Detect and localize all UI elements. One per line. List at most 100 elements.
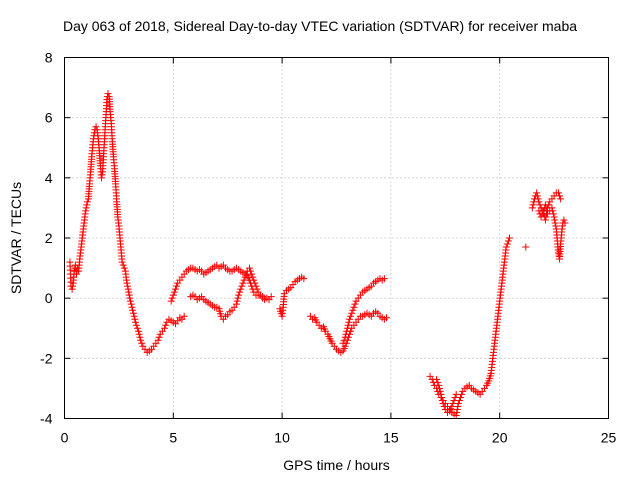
data-point — [433, 375, 441, 383]
data-points — [66, 90, 569, 419]
data-point — [435, 381, 443, 389]
data-point — [533, 192, 541, 200]
data-point — [98, 171, 106, 179]
y-tick-label: 2 — [45, 230, 53, 246]
data-point — [249, 273, 257, 281]
y-tick-label: 4 — [45, 170, 53, 186]
data-point — [125, 288, 133, 296]
data-point — [453, 408, 461, 416]
data-point — [349, 306, 357, 314]
data-point — [82, 204, 90, 212]
data-point — [135, 330, 143, 338]
x-tick-label: 15 — [383, 430, 399, 446]
data-point — [234, 294, 242, 302]
data-point — [92, 123, 100, 131]
data-point — [81, 210, 89, 218]
data-point — [125, 291, 133, 299]
data-point — [119, 261, 127, 269]
data-point — [235, 291, 243, 299]
data-point — [449, 399, 457, 407]
data-point — [300, 275, 308, 283]
x-tick-label: 5 — [169, 430, 177, 446]
data-point — [173, 282, 181, 290]
data-point — [130, 312, 138, 320]
data-point — [69, 282, 77, 290]
data-point — [556, 192, 564, 200]
data-point — [452, 411, 460, 419]
data-point — [452, 390, 460, 398]
data-point — [343, 327, 351, 335]
data-point — [439, 399, 447, 407]
data-point — [344, 321, 352, 329]
data-point — [438, 396, 446, 404]
data-point — [550, 213, 558, 221]
data-point — [129, 306, 137, 314]
data-point — [552, 222, 560, 230]
data-point — [503, 240, 511, 248]
data-point — [528, 204, 536, 212]
data-point — [126, 294, 134, 302]
data-point — [341, 333, 349, 341]
data-point — [241, 273, 249, 281]
data-point — [440, 402, 448, 410]
y-tick-label: -4 — [40, 411, 53, 427]
data-point — [82, 207, 90, 215]
data-point — [97, 174, 105, 182]
data-point — [551, 219, 559, 227]
data-point — [167, 297, 175, 305]
data-point — [128, 303, 136, 311]
data-point — [350, 303, 358, 311]
data-point — [542, 213, 550, 221]
data-point — [451, 393, 459, 401]
data-point — [104, 90, 112, 98]
data-point — [137, 336, 145, 344]
data-point — [253, 285, 261, 293]
data-point — [237, 285, 245, 293]
chart-title: Day 063 of 2018, Sidereal Day-to-day VTE… — [62, 18, 578, 34]
data-point — [138, 339, 146, 347]
data-point — [453, 405, 461, 413]
data-point — [534, 195, 542, 203]
data-point — [435, 384, 443, 392]
data-point — [541, 216, 549, 224]
data-point — [123, 276, 131, 284]
data-point — [132, 321, 140, 329]
data-point — [454, 402, 462, 410]
x-tick-label: 0 — [61, 430, 69, 446]
data-point — [248, 270, 256, 278]
data-point — [124, 282, 132, 290]
data-point — [238, 282, 246, 290]
data-point — [162, 321, 170, 329]
x-tick-label: 10 — [274, 430, 290, 446]
data-point — [450, 396, 458, 404]
data-point — [154, 336, 162, 344]
y-tick-label: -2 — [40, 350, 53, 366]
axis-ticks: 0 5 10 15 20 25 -4 -2 0 2 4 6 8 — [40, 50, 616, 446]
data-point — [136, 333, 144, 341]
x-axis-label: GPS time / hours — [283, 457, 390, 473]
data-point — [127, 297, 135, 305]
data-point — [232, 300, 240, 308]
x-tick-label: 25 — [601, 430, 617, 446]
data-point — [340, 336, 348, 344]
data-point — [171, 285, 179, 293]
data-point — [533, 189, 541, 197]
data-point — [252, 282, 260, 290]
data-point — [155, 333, 163, 341]
data-point — [380, 275, 388, 283]
data-point — [346, 315, 354, 323]
data-point — [233, 297, 241, 305]
data-point — [549, 210, 557, 218]
data-point — [557, 195, 565, 203]
data-point — [245, 264, 253, 272]
data-point — [133, 324, 141, 332]
data-point — [434, 378, 442, 386]
data-point — [436, 387, 444, 395]
data-point — [180, 312, 188, 320]
data-point — [561, 219, 569, 227]
data-point — [502, 243, 510, 251]
grid — [64, 57, 609, 419]
data-point — [251, 279, 259, 287]
data-point — [560, 216, 568, 224]
data-point — [545, 201, 553, 209]
